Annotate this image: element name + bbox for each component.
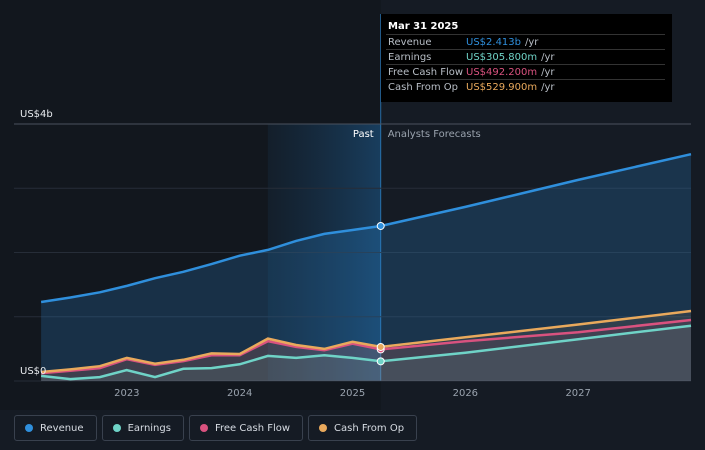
legend-label: Revenue: [40, 422, 84, 434]
y-tick-label: US$0: [20, 366, 46, 377]
legend-item[interactable]: Free Cash Flow: [188, 415, 304, 441]
series-area: [41, 325, 692, 381]
tooltip-value: US$529.900m: [466, 82, 537, 93]
legend-item[interactable]: Revenue: [14, 415, 97, 441]
tooltip-row-name: Free Cash Flow: [388, 67, 463, 78]
tooltip-unit: /yr: [541, 82, 555, 93]
legend-swatch: [25, 424, 33, 432]
legend-swatch: [112, 424, 121, 432]
tooltip-box: [381, 14, 672, 102]
hover-dot: [376, 357, 385, 366]
tooltip-row-name: Cash From Op: [388, 82, 458, 93]
series-area: [41, 154, 692, 381]
x-tick-label: 2024: [227, 388, 252, 399]
x-tick-label: 2026: [453, 388, 478, 399]
tooltip-row-name: Earnings: [388, 52, 431, 63]
series-line: [40, 309, 692, 374]
tooltip-unit: /yr: [541, 52, 555, 63]
y-tick-label: US$4b: [20, 109, 53, 120]
legend-swatch: [319, 424, 328, 432]
series-area: [41, 320, 692, 381]
legend-swatch: [199, 424, 208, 432]
legend-item[interactable]: Earnings: [101, 415, 184, 441]
tooltip-row-value: US$492.200m/yr: [466, 67, 555, 78]
tooltip-row-value: US$305.800m/yr: [466, 52, 555, 63]
tooltip-unit: /yr: [541, 67, 555, 78]
x-tick-label: 2025: [340, 388, 365, 399]
tooltip-unit: /yr: [525, 37, 539, 48]
tooltip-row-value: US$529.900m/yr: [466, 82, 555, 93]
hover-dot: [376, 221, 385, 230]
legend-item[interactable]: Cash From Op: [308, 415, 418, 441]
x-tick-label: 2027: [565, 388, 590, 399]
series-line: [40, 152, 692, 304]
legend-label: Free Cash Flow: [214, 422, 291, 434]
past-label: Past: [353, 129, 374, 140]
tooltip-row-value: US$2.413b/yr: [466, 37, 539, 48]
tooltip-value: US$2.413b: [466, 37, 521, 48]
legend-label: Cash From Op: [334, 422, 405, 434]
series-line: [40, 324, 692, 381]
forecast-label: Analysts Forecasts: [388, 129, 481, 140]
legend: Revenue Earnings Free Cash Flow Cash From O…: [14, 415, 418, 441]
legend-label: Earnings: [127, 422, 171, 434]
tooltip-row-name: Revenue: [388, 37, 432, 48]
tooltip-title: Mar 31 2025: [388, 21, 458, 32]
tooltip-value: US$492.200m: [466, 67, 537, 78]
series-line: [40, 318, 692, 375]
hover-dot: [376, 342, 385, 351]
x-tick-label: 2023: [114, 388, 139, 399]
tooltip-value: US$305.800m: [466, 52, 537, 63]
